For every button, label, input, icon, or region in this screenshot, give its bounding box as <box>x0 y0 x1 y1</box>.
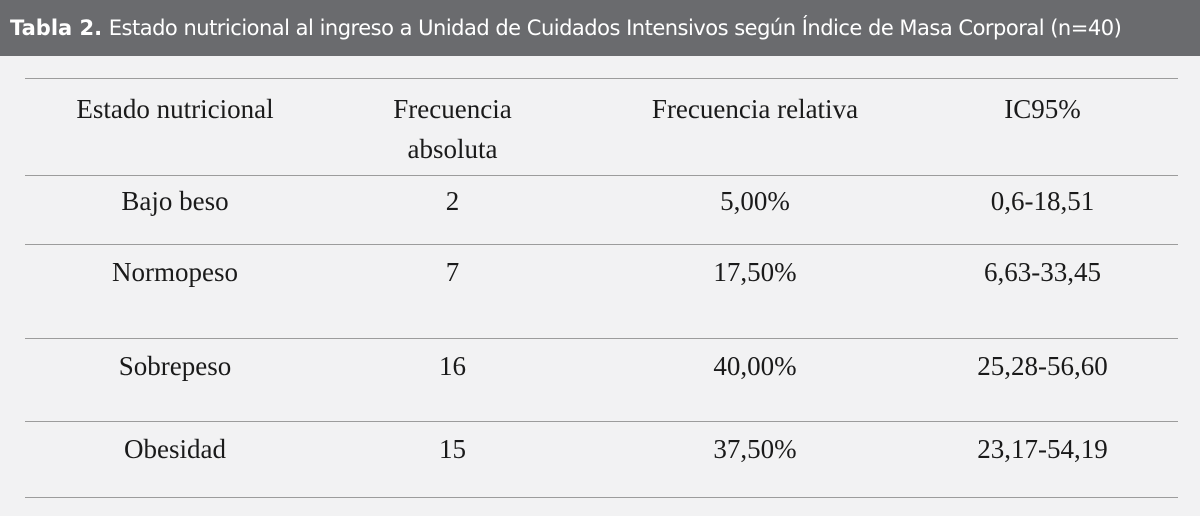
cell-estado: Obesidad <box>124 434 226 464</box>
table-header-row: Estado nutricional Frecuencia absoluta F… <box>25 78 1178 175</box>
cell-relativa: 40,00% <box>713 351 797 381</box>
caption-text: Estado nutricional al ingreso a Unidad d… <box>108 16 1122 40</box>
cell-relativa: 37,50% <box>713 434 797 464</box>
cell-ic95: 6,63-33,45 <box>984 257 1101 287</box>
header-frecuencia-absoluta: Frecuencia absoluta <box>370 89 535 169</box>
table-row: Normopeso 7 17,50% 6,63-33,45 <box>25 244 1178 338</box>
header-frecuencia-absoluta-line2: absoluta <box>407 134 498 164</box>
cell-absoluta: 7 <box>445 257 460 287</box>
cell-absoluta: 16 <box>439 351 466 381</box>
table-row: Bajo beso 2 5,00% 0,6-18,51 <box>25 175 1178 244</box>
cell-ic95: 25,28-56,60 <box>977 351 1108 381</box>
cell-ic95: 23,17-54,19 <box>977 434 1108 464</box>
header-frecuencia-absoluta-line1: Frecuencia <box>393 94 512 124</box>
cell-estado: Bajo beso <box>121 186 229 216</box>
cell-ic95: 0,6-18,51 <box>990 186 1095 216</box>
data-table: Estado nutricional Frecuencia absoluta F… <box>25 78 1178 498</box>
cell-absoluta: 15 <box>439 434 466 464</box>
cell-estado: Normopeso <box>112 257 238 287</box>
caption-label: Tabla 2. <box>10 16 103 40</box>
table-caption: Tabla 2. Estado nutricional al ingreso a… <box>0 0 1200 56</box>
cell-relativa: 5,00% <box>720 186 790 216</box>
cell-estado: Sobrepeso <box>118 351 232 381</box>
header-frecuencia-relativa: Frecuencia relativa <box>651 94 859 124</box>
table-row: Sobrepeso 16 40,00% 25,28-56,60 <box>25 338 1178 421</box>
header-estado-nutricional: Estado nutricional <box>76 94 274 124</box>
header-ic95: IC95% <box>1004 94 1081 124</box>
cell-absoluta: 2 <box>445 186 460 216</box>
table-row: Obesidad 15 37,50% 23,17-54,19 <box>25 421 1178 498</box>
cell-relativa: 17,50% <box>713 257 797 287</box>
